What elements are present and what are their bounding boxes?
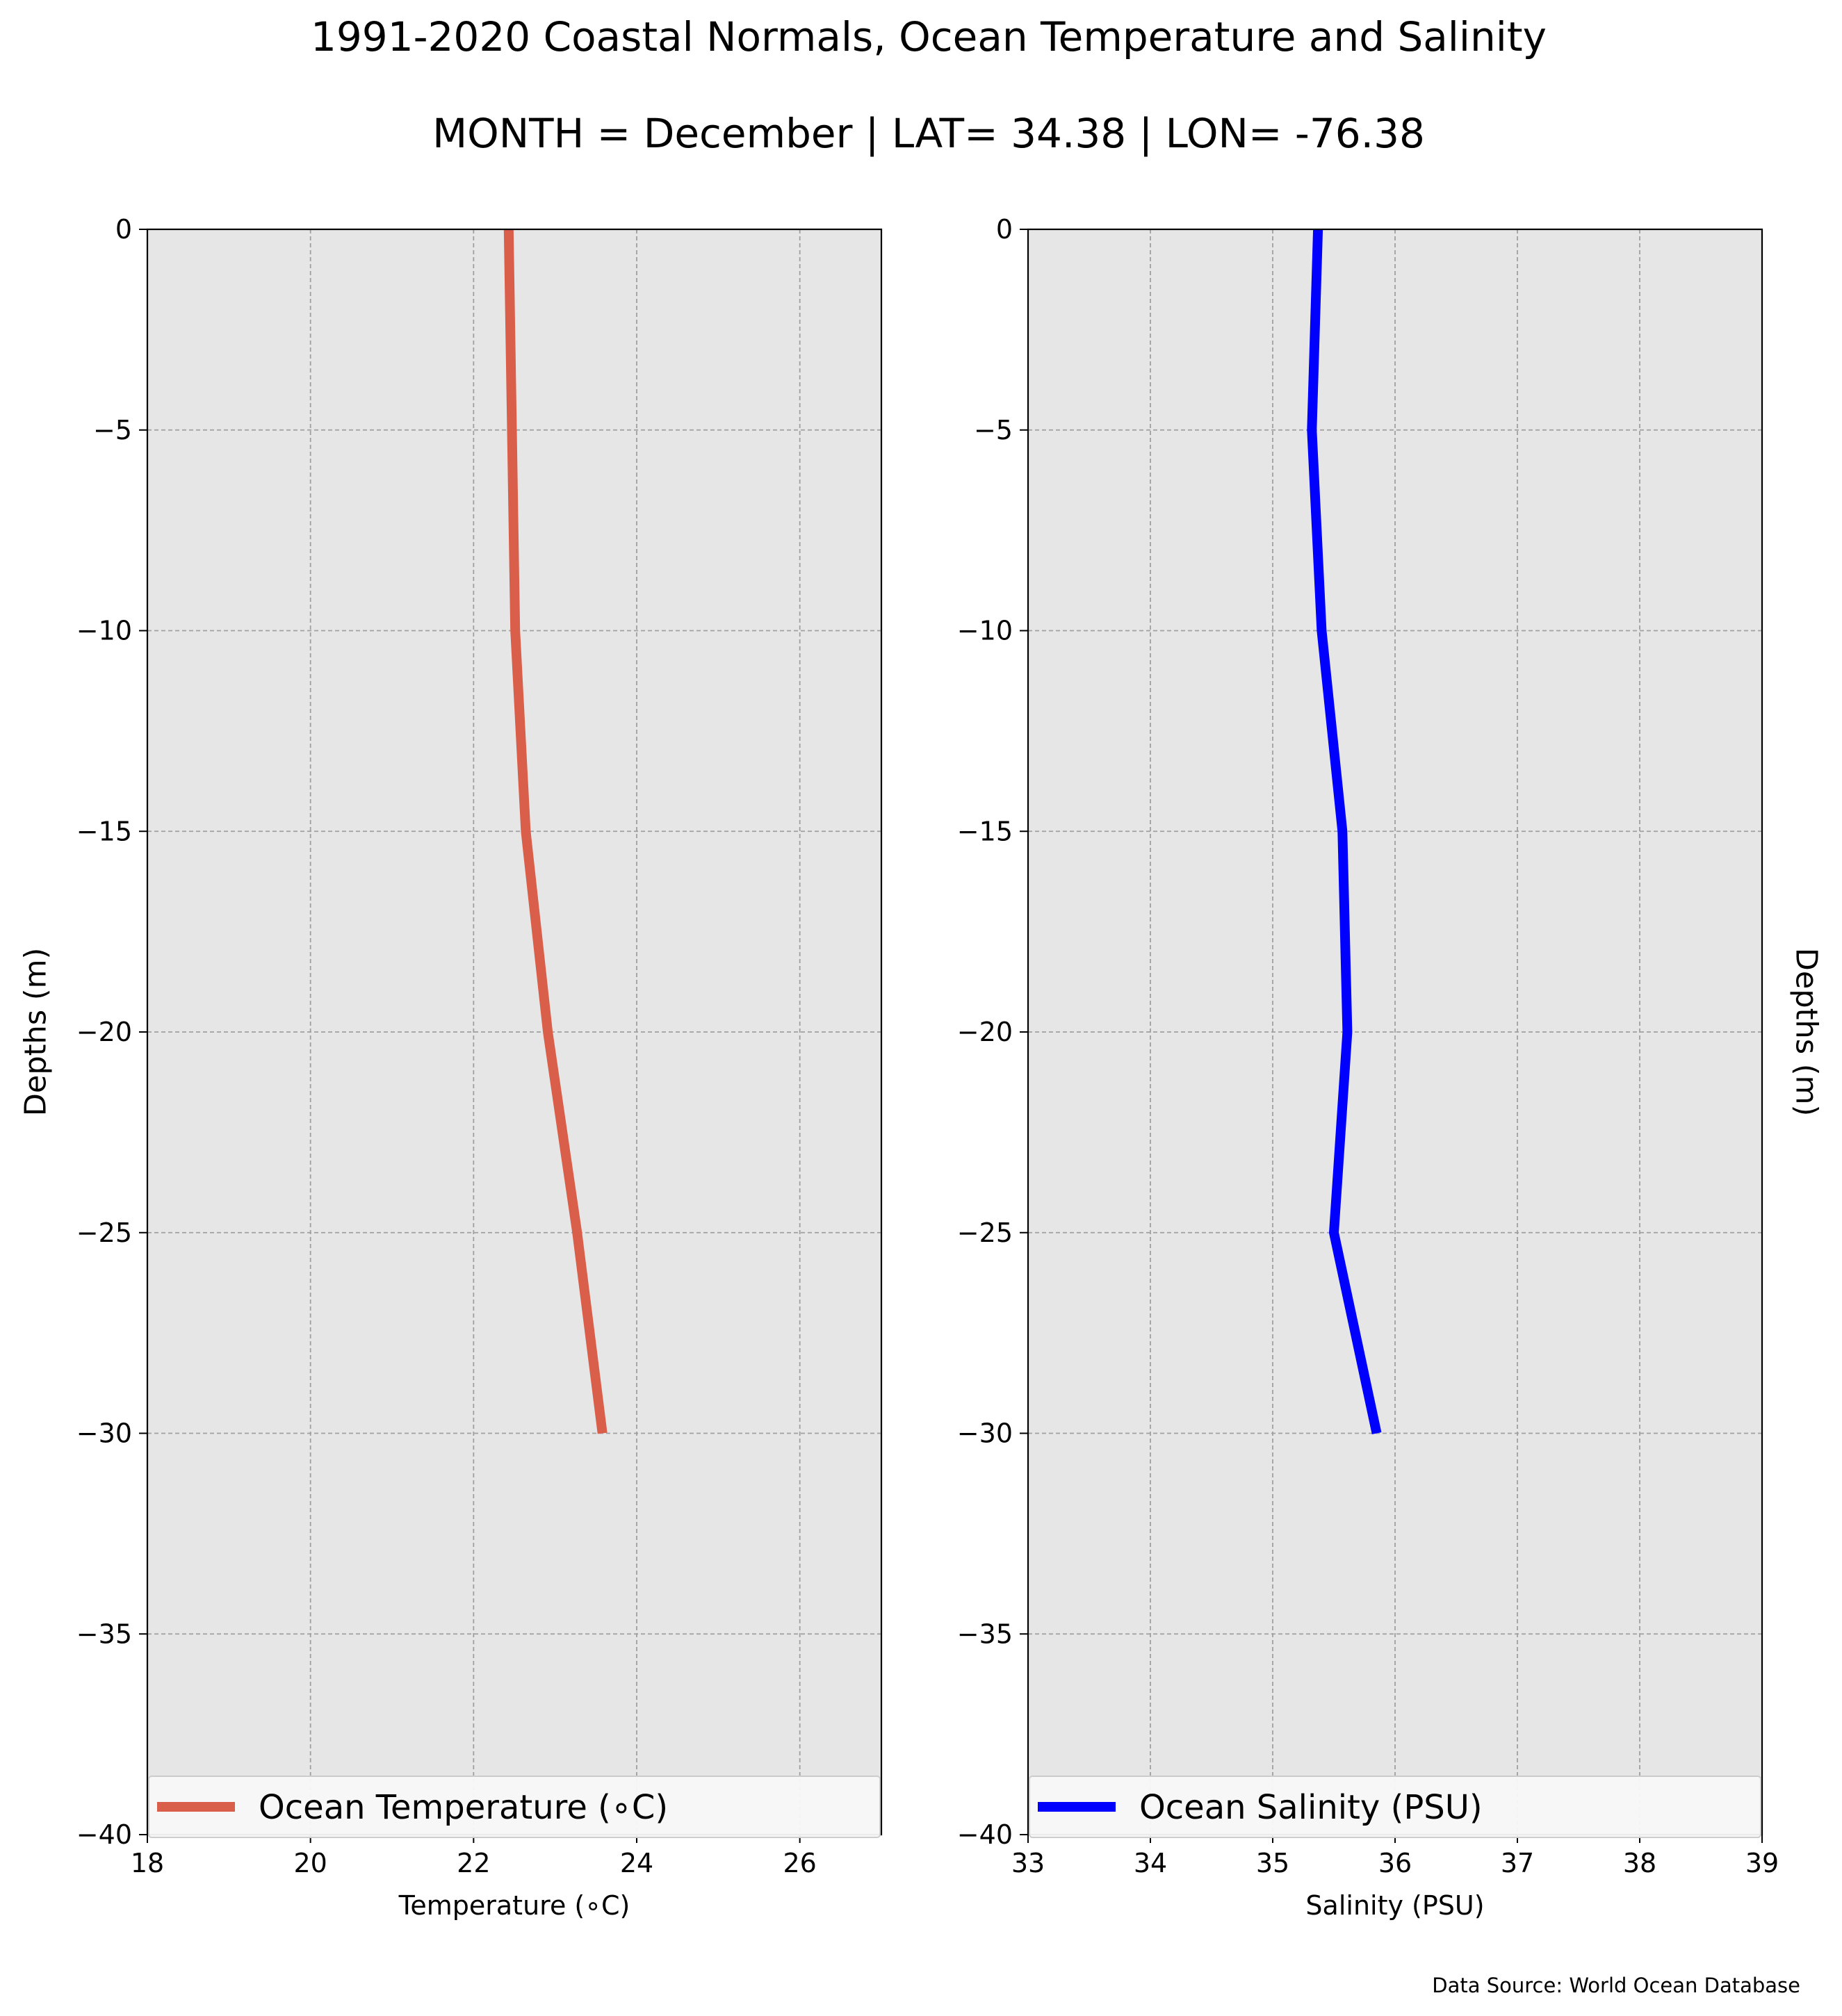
temperature-profile-line [503,229,608,1434]
temperature-legend: Ocean Temperature (∘C) [148,1776,881,1838]
temperature-x-tick-label: 26 [783,1848,816,1878]
temperature-y-tick-label: 0 [115,214,132,245]
salinity-legend-box [1029,1776,1761,1838]
salinity-y-tick-label: −35 [957,1618,1013,1649]
temperature-x-tick-label: 18 [131,1848,164,1878]
data-source-note: Data Source: World Ocean Database [1432,1974,1800,1997]
temperature-x-tick-label: 24 [620,1848,653,1878]
salinity-y-tick-label: −40 [957,1819,1013,1850]
salinity-y-tick-label: −20 [957,1017,1013,1047]
salinity-profile-line [1307,229,1382,1434]
salinity-x-axis-label: Salinity (PSU) [1305,1890,1484,1921]
salinity-y-tick-label: −30 [957,1418,1013,1449]
temperature-x-tick-label: 20 [293,1848,327,1878]
temperature-y-tick-label: −30 [76,1418,132,1449]
salinity-legend-label: Ocean Salinity (PSU) [1139,1788,1483,1827]
temperature-y-tick-label: −40 [76,1819,132,1850]
salinity-x-tick-label: 36 [1378,1848,1412,1878]
temperature-y-tick-label: −35 [76,1618,132,1649]
salinity-y-tick-label: −25 [957,1218,1013,1248]
salinity-y-tick-label: −10 [957,616,1013,646]
temperature-y-tick-label: −25 [76,1218,132,1248]
figure-title: 1991-2020 Coastal Normals, Ocean Tempera… [311,13,1547,60]
temperature-y-tick-label: −20 [76,1017,132,1047]
temperature-y-tick-label: −15 [76,816,132,846]
salinity-y-tick-label: −15 [957,816,1013,846]
salinity-x-tick-label: 33 [1011,1848,1045,1878]
salinity-x-tick-label: 34 [1134,1848,1167,1878]
salinity-y-axis-label: Depths (m) [1789,948,1824,1116]
temperature-legend-box [148,1776,881,1838]
salinity-y-tick-label: 0 [996,214,1013,245]
salinity-legend: Ocean Salinity (PSU) [1029,1776,1761,1838]
temperature-x-tick-label: 22 [457,1848,490,1878]
temperature-x-axis-label: Temperature (∘C) [398,1890,630,1921]
temperature-y-tick-label: −10 [76,616,132,646]
salinity-x-tick-label: 37 [1501,1848,1534,1878]
figure-subtitle: MONTH = December | LAT= 34.38 | LON= -76… [432,110,1425,157]
salinity-x-tick-label: 39 [1745,1848,1779,1878]
salinity-y-tick-label: −5 [974,415,1013,445]
temperature-y-axis-label: Depths (m) [19,948,54,1116]
salinity-x-tick-label: 38 [1623,1848,1656,1878]
salinity-panel: 33 34 35 36 37 38 39 0 −5 −10 −15 −20 −25 −30 −35 −40 Sa… [957,214,1824,1921]
salinity-x-tick-label: 35 [1256,1848,1289,1878]
temperature-y-tick-label: −5 [93,415,132,445]
temperature-legend-label: Ocean Temperature (∘C) [259,1788,668,1827]
temperature-panel: 18 20 22 24 26 0 −5 −10 −15 −20 −25 −30 −35 −40 Temper… [19,214,883,1921]
